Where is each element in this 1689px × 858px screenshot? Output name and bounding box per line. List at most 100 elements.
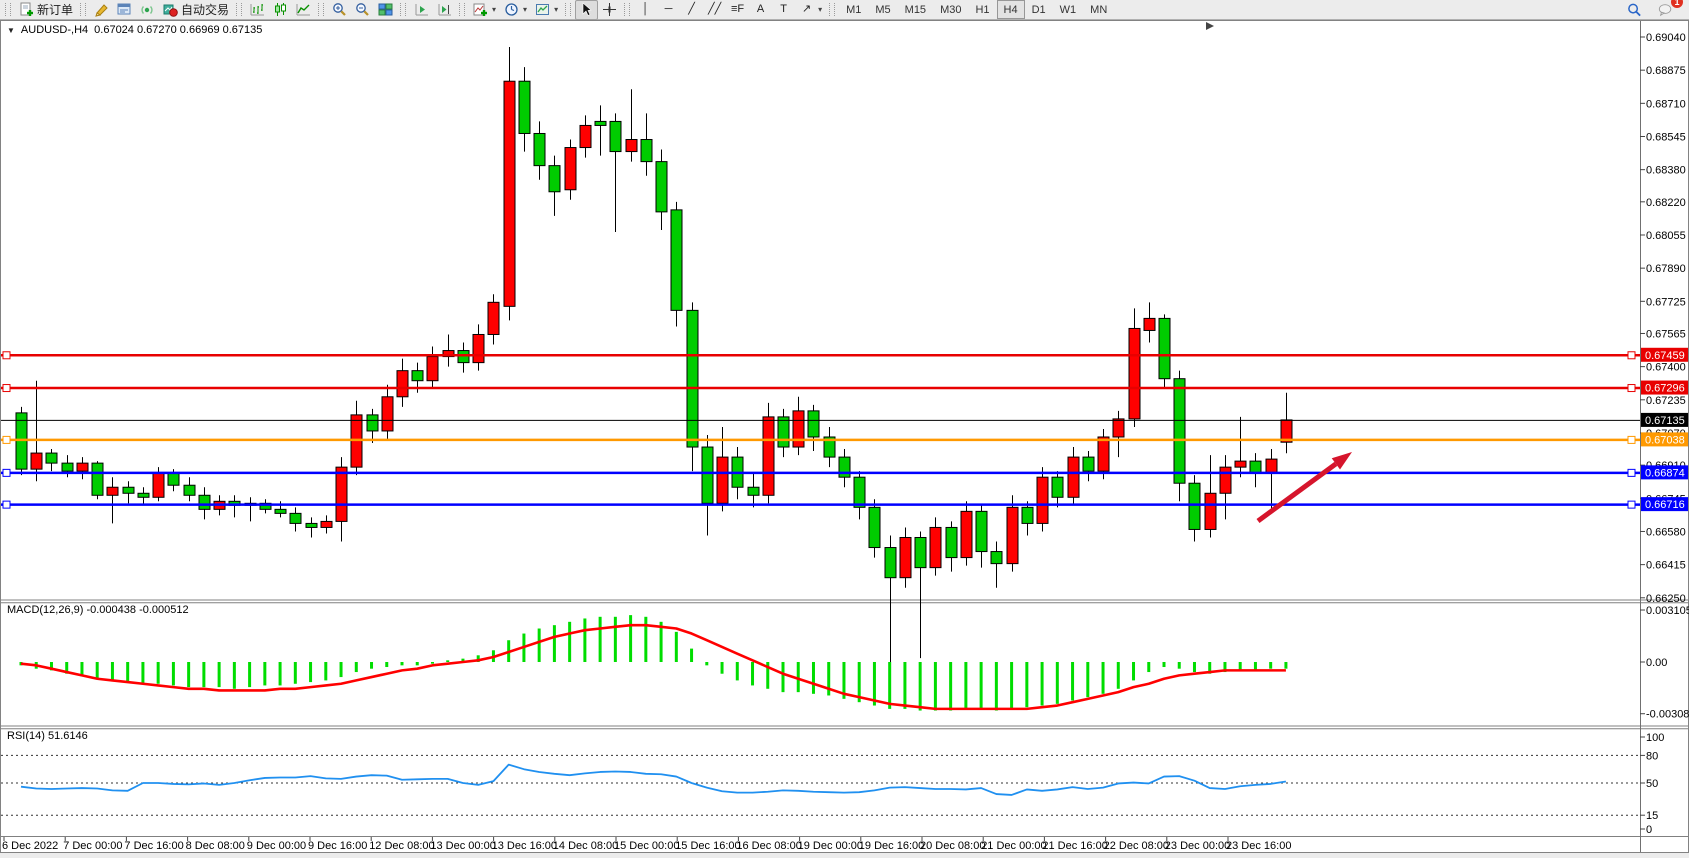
candle-down <box>945 526 958 559</box>
chart-shift-marker[interactable] <box>1206 22 1214 30</box>
candle-up <box>1219 466 1232 494</box>
label-button[interactable]: T <box>772 0 795 20</box>
signals-button[interactable] <box>136 0 159 20</box>
time-axis: 6 Dec 2022 7 Dec 00:00 7 Dec 16:00 8 Dec 08… <box>2 837 1291 852</box>
timeframe-button-h4[interactable]: H4 <box>996 0 1025 19</box>
candle-down <box>1021 506 1034 524</box>
search-button[interactable] <box>1623 0 1646 20</box>
chart-ohlc-values: 0.67024 0.67270 0.66969 0.67135 <box>94 24 263 36</box>
templates-button[interactable]: ▾ <box>531 0 562 20</box>
cursor-button[interactable] <box>575 0 599 20</box>
candle-down <box>640 139 653 163</box>
line-anchor[interactable] <box>2 351 11 360</box>
bar-chart-button[interactable] <box>246 0 269 20</box>
line-anchor[interactable] <box>2 468 11 477</box>
new-order-button[interactable]: 新订单 <box>15 0 77 20</box>
chevron-down-icon: ▾ <box>818 5 823 14</box>
price-badge <box>1641 497 1688 512</box>
chat-icon <box>1658 2 1673 17</box>
candle-up <box>335 466 348 522</box>
price-badge-label: 0.66716 <box>1645 499 1685 511</box>
timeframe-button-h1[interactable]: H1 <box>975 3 990 16</box>
macd-indicator <box>19 615 1288 711</box>
time-tick-label: 21 Dec 00:00 <box>981 840 1046 852</box>
channel-icon: ╱╱ <box>707 3 722 15</box>
crayon-icon <box>94 2 109 17</box>
fibonacci-button[interactable]: ≡F <box>726 0 749 20</box>
arrows-button[interactable]: ↗ ▾ <box>795 0 826 20</box>
candle-down <box>1158 317 1171 380</box>
candle-down <box>1051 476 1064 498</box>
timeframe-button-m5[interactable]: M5 <box>875 3 891 16</box>
terminal-button[interactable] <box>113 0 136 20</box>
trendline-button[interactable]: ╱ <box>680 0 703 20</box>
chevron-down-icon[interactable]: ▼ <box>7 25 15 35</box>
macd-axis: 0.003105 0.00 -0.003089 <box>1640 605 1689 721</box>
candle-up <box>899 536 912 579</box>
candle-down <box>518 80 531 134</box>
candle-up <box>625 139 638 153</box>
line-anchor[interactable] <box>1627 351 1636 360</box>
time-tick-label: 13 Dec 16:00 <box>492 840 557 852</box>
channel-button[interactable]: ╱╱ <box>703 0 726 20</box>
candle-down <box>91 462 104 496</box>
highlight-tool-button[interactable] <box>90 0 113 20</box>
candle-up <box>426 356 439 382</box>
toolbar-grip <box>318 3 325 16</box>
autotrade-button[interactable]: 自动交易 <box>159 0 233 20</box>
timeframe-button-d1[interactable]: D1 <box>1031 3 1046 16</box>
trendline-icon: ╱ <box>688 3 695 15</box>
rsi-tick-label: 15 <box>1646 810 1658 822</box>
zoom-out-button[interactable] <box>351 0 374 20</box>
candlestick-series <box>15 47 1293 673</box>
periods-button[interactable]: ▾ <box>500 0 531 20</box>
candle-down <box>594 120 607 126</box>
line-anchor[interactable] <box>2 500 11 509</box>
timeframe-button-mn[interactable]: MN <box>1090 3 1108 16</box>
time-tick-label: 23 Dec 16:00 <box>1226 840 1291 852</box>
indicators-button[interactable]: ▾ <box>469 0 500 20</box>
candle-up <box>1128 327 1141 420</box>
text-button[interactable]: A <box>749 0 772 20</box>
candle-up <box>1204 492 1217 530</box>
timeframe-button-m15[interactable]: M15 <box>904 3 927 16</box>
auto-scroll-button[interactable] <box>410 0 433 20</box>
crosshair-icon <box>602 2 617 17</box>
candle-up <box>716 456 729 504</box>
line-anchor[interactable] <box>1627 500 1636 509</box>
price-badge <box>1641 465 1688 480</box>
timeframe-button-m1[interactable]: M1 <box>846 3 862 16</box>
candle-down <box>274 508 287 514</box>
candle-down <box>411 370 424 382</box>
autotrade-icon <box>163 2 178 17</box>
candle-down <box>122 486 135 494</box>
horizontal-line-button[interactable]: ─ <box>657 0 680 20</box>
chart-shift-button[interactable] <box>433 0 456 20</box>
timeframe-button-m30[interactable]: M30 <box>940 3 962 16</box>
line-anchor[interactable] <box>2 384 11 393</box>
line-anchor[interactable] <box>1627 435 1636 444</box>
price-tick-label: 0.68055 <box>1646 230 1686 242</box>
notification-badge: 1 <box>1671 0 1683 8</box>
line-chart-button[interactable] <box>292 0 315 20</box>
search-icon <box>1627 2 1642 17</box>
time-tick-label: 14 Dec 08:00 <box>553 840 618 852</box>
time-tick-label: 13 Dec 00:00 <box>430 840 495 852</box>
vertical-line-button[interactable]: │ <box>634 0 657 20</box>
line-anchor[interactable] <box>1627 468 1636 477</box>
line-anchor[interactable] <box>1627 384 1636 393</box>
notifications-button[interactable]: 1 <box>1654 0 1683 20</box>
candle-down <box>137 492 150 498</box>
candle-up <box>564 147 577 191</box>
candle-chart-button[interactable] <box>269 0 292 20</box>
candle-up <box>1234 460 1247 468</box>
tile-windows-button[interactable] <box>374 0 397 20</box>
timeframe-button-w1[interactable]: W1 <box>1059 3 1077 16</box>
candle-down <box>670 209 683 311</box>
crosshair-button[interactable] <box>598 0 621 20</box>
candle-down <box>655 161 668 213</box>
line-anchor[interactable] <box>2 435 11 444</box>
arrow-annotation[interactable] <box>1256 452 1352 524</box>
zoom-in-button[interactable] <box>328 0 351 20</box>
